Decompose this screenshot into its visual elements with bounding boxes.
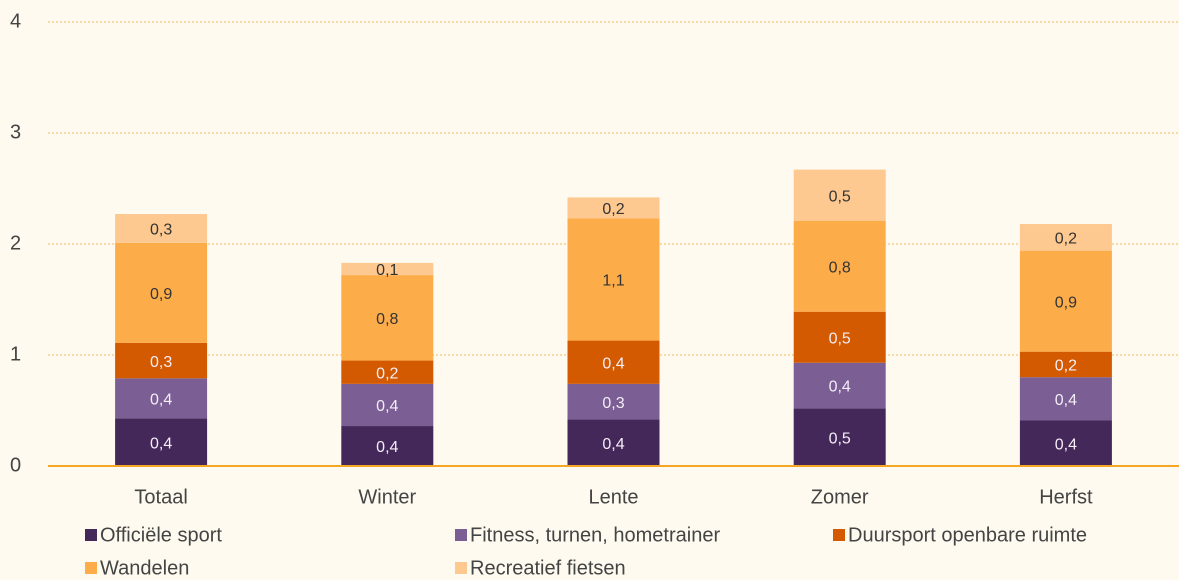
value-label: 0,8: [376, 311, 398, 328]
value-label: 0,2: [1055, 231, 1077, 248]
x-tick-label: Herfst: [1039, 486, 1093, 508]
value-label: 0,4: [829, 379, 851, 396]
bar-segment: [567, 383, 660, 420]
bar-segment: [1019, 351, 1112, 378]
value-label: 0,5: [829, 330, 851, 347]
bar-segment: [115, 242, 208, 343]
x-tick-label: Lente: [588, 486, 638, 508]
legend-swatch: [85, 529, 97, 541]
value-label: 0,4: [602, 436, 624, 453]
value-label: 0,4: [150, 435, 172, 452]
legend-swatch: [455, 562, 467, 574]
y-tick-label: 1: [10, 343, 21, 365]
value-label: 0,9: [1055, 294, 1077, 311]
legend-label: Recreatief fietsen: [470, 557, 626, 579]
legend-swatch: [85, 562, 97, 574]
bar-segment: [1019, 420, 1112, 466]
value-label: 0,2: [376, 365, 398, 382]
y-tick-label: 2: [10, 232, 21, 254]
value-label: 0,4: [376, 398, 398, 415]
legend-label: Duursport openbare ruimte: [848, 524, 1087, 546]
value-label: 0,9: [150, 286, 172, 303]
bar-segment: [341, 262, 434, 276]
x-tick-label: Totaal: [134, 486, 187, 508]
x-tick-label: Winter: [358, 486, 416, 508]
bar-segment: [1019, 224, 1112, 251]
legend-label: Officiële sport: [100, 524, 222, 546]
bar-segment: [793, 220, 886, 312]
y-tick-label: 3: [10, 121, 21, 143]
bar-segment: [567, 218, 660, 341]
bar-segment: [567, 340, 660, 384]
value-label: 0,3: [602, 395, 624, 412]
value-label: 0,4: [150, 392, 172, 409]
value-label: 0,8: [829, 259, 851, 276]
bar-segment: [793, 169, 886, 221]
y-tick-label: 0: [10, 454, 21, 476]
value-label: 0,1: [376, 262, 398, 279]
value-label: 0,2: [602, 201, 624, 218]
bar-segment: [1019, 377, 1112, 421]
bar-segment: [341, 426, 434, 466]
value-label: 0,4: [376, 439, 398, 456]
value-label: 0,5: [829, 188, 851, 205]
y-tick-label: 4: [10, 10, 21, 32]
value-label: 1,1: [602, 273, 624, 290]
bar-segment: [115, 214, 208, 243]
value-label: 0,3: [150, 354, 172, 371]
value-label: 0,4: [602, 355, 624, 372]
legend-swatch: [833, 529, 845, 541]
bar-segment: [341, 383, 434, 427]
value-label: 0,5: [829, 430, 851, 447]
value-label: 0,4: [1055, 436, 1077, 453]
value-label: 0,2: [1055, 358, 1077, 375]
bar-segment: [793, 408, 886, 466]
bar-segment: [567, 197, 660, 219]
legend-label: Wandelen: [100, 557, 189, 579]
legend-label: Fitness, turnen, hometrainer: [470, 524, 720, 546]
value-label: 0,4: [1055, 392, 1077, 409]
bar-segment: [115, 418, 208, 466]
bar-segment: [567, 419, 660, 466]
bar-segment: [115, 342, 208, 379]
x-tick-label: Zomer: [811, 486, 869, 508]
value-label: 0,3: [150, 222, 172, 239]
bar-segment: [115, 378, 208, 419]
legend-swatch: [455, 529, 467, 541]
bar-segment: [793, 362, 886, 409]
bar-segment: [1019, 250, 1112, 352]
bar-segment: [341, 275, 434, 361]
bar-segment: [793, 311, 886, 363]
bar-segment: [341, 360, 434, 384]
